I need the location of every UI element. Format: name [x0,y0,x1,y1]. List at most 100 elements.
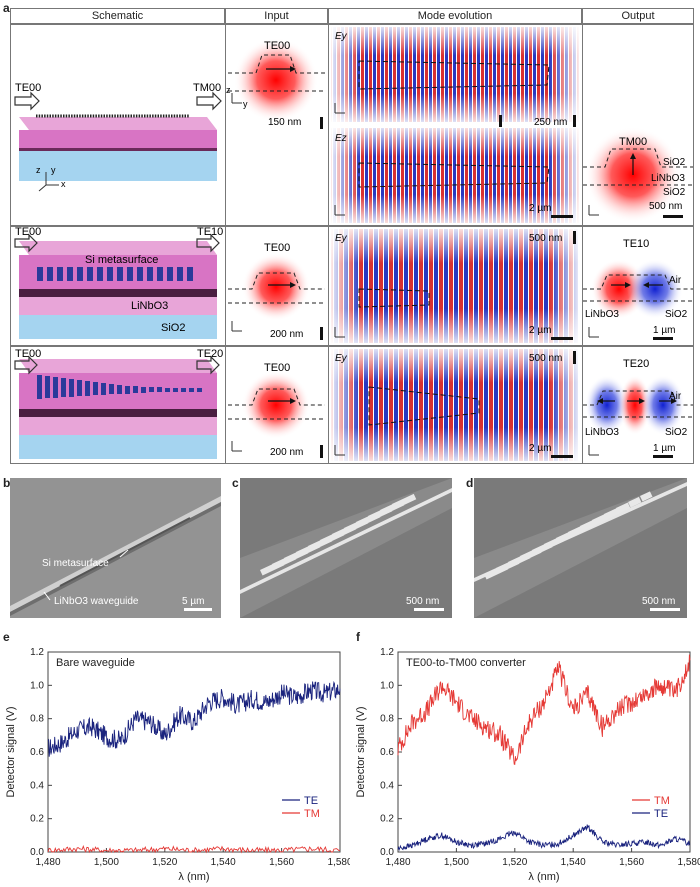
row3-mode-evolution: Ey 500 nm 2 µm [331,349,579,461]
row2-out-arrow-icon [196,233,220,253]
sem-c-scale: 500 nm [406,596,439,607]
row3-schematic: TE00 TE20 [14,348,223,459]
row1-input-scale: 150 nm [268,117,301,128]
x-tick-label: 1,540 [561,857,586,868]
row3-mode-scale-v: 500 nm [529,353,562,364]
row1-ez-label: Ez [335,133,347,144]
legend-label-te: TE [304,795,318,807]
x-tick-label: 1,540 [211,857,236,868]
row2-output-scale: 1 µm [653,325,675,336]
header-output: Output [621,10,655,22]
y-tick-label: 0.2 [30,814,44,825]
panel-label-f: f [356,630,360,644]
row1-mode-scale2: 2 µm [529,203,551,214]
row2-mode-scale-h: 2 µm [529,325,551,336]
row3-air: Air [669,391,682,402]
x-tick-label: 1,480 [385,857,410,868]
row2-input-scale: 200 nm [270,329,303,340]
row3-input: TE00 200 nm [228,362,325,458]
y-tick-label: 0.8 [380,714,394,725]
sem-b-wg-label: LiNbO3 waveguide [54,596,139,607]
row2-schematic: TE00 TE10 Si metasurface LiNbO3 SiO2 [14,227,223,339]
y-tick-label: 0.4 [380,780,394,791]
row1-out-arrow-icon [196,91,222,111]
row1-input-mode: TE00 [264,40,290,52]
chart-annotation: TE00-to-TM00 converter [406,657,526,669]
metasurface-bars [37,267,193,281]
svg-text:y: y [51,165,56,175]
row2-mode-scale-v: 500 nm [529,233,562,244]
sem-b-scale: 5 µm [182,596,204,607]
row3-ey-label: Ey [335,353,348,364]
row2-te-out-label: TE10 [197,227,223,238]
row3-te-in-label: TE00 [15,348,41,360]
x-axis-label: λ (nm) [178,871,209,883]
x-tick-label: 1,520 [152,857,177,868]
panel-label-d: d [466,476,474,490]
panel-label-e: e [3,630,10,644]
panel-a-header-schematic: Schematic [10,8,225,24]
panel-label-c: c [232,476,239,490]
chart-annotation: Bare waveguide [56,657,135,669]
panel-label-a: a [3,1,10,15]
row2-output: TE10 Air LiNbO3 SiO2 1 µm [583,238,693,340]
row2-in-arrow-icon [14,233,38,253]
x-tick-label: 1,560 [619,857,644,868]
row1-output-scale: 500 nm [649,201,682,212]
y-tick-label: 0.6 [380,747,394,758]
row1-sio2-top: SiO2 [663,157,686,168]
row3-out-linbo3: LiNbO3 [585,427,619,438]
plot-frame [397,651,691,853]
x-tick-label: 1,580 [677,857,700,868]
row3-in-arrow-icon [14,355,38,375]
row1-linbo3: LiNbO3 [651,173,685,184]
y-tick-label: 0.8 [30,714,44,725]
y-tick-label: 1.0 [30,680,44,691]
y-tick-label: 1.2 [30,647,44,658]
tapered-metasurface-bars [37,375,202,399]
row1-output-mode: TM00 [619,136,647,148]
chart-e: 1,480 1,500 1,520 1,540 1,560 1,580 0.0 0.2 0.4 0… [5,647,350,883]
row2-input-mode: TE00 [264,242,290,254]
row3-mode-scale-h: 2 µm [529,443,551,454]
row2-out-sio2: SiO2 [665,309,688,320]
row1-sio2-bottom: SiO2 [663,187,686,198]
panel-label-b: b [3,476,11,490]
row3-output-mode: TE20 [623,358,649,370]
header-mode-evolution: Mode evolution [417,10,493,22]
y-tick-label: 0.2 [380,814,394,825]
col-divider-1 [225,24,226,464]
row2-out-linbo3: LiNbO3 [585,309,619,320]
y-axis-label: Detector signal (V) [355,706,367,797]
x-tick-label: 1,480 [35,857,60,868]
row1-te-in-label: TE00 [15,82,41,94]
sem-d: 500 nm [474,478,687,618]
y-tick-label: 0.0 [30,847,44,858]
y-tick-label: 1.2 [380,647,394,658]
svg-text:x: x [61,179,66,189]
series-line-tm [397,654,691,766]
row1-mode-evolution: Ey 250 nm Ez 2 µm [331,27,579,223]
svg-text:z: z [36,165,41,175]
row2-mode-evolution: Ey 500 nm 2 µm [331,229,579,343]
panel-a-header-output: Output [582,8,694,24]
row1-schematic: TE00 TM00 z y x [14,82,222,192]
row3-output: TE20 Air LiNbO3 SiO2 1 µm [583,358,693,458]
sem-b: Si metasurface LiNbO3 waveguide 5 µm [10,478,221,618]
y-axis-label: Detector signal (V) [5,706,17,797]
row2-ey-label: Ey [335,233,348,244]
y-tick-label: 0.0 [380,847,394,858]
x-tick-label: 1,500 [94,857,119,868]
row2-air: Air [669,275,682,286]
row3-out-arrow-icon [196,355,220,375]
series-line-te [397,824,691,852]
row3-te-out-label: TE20 [197,348,223,360]
row1-input: TE00 z y 150 nm [226,38,325,129]
x-tick-label: 1,500 [444,857,469,868]
row2-frame [10,226,694,346]
x-tick-label: 1,580 [327,857,350,868]
row1-mode-scale1: 250 nm [534,117,567,128]
row3-frame [10,346,694,464]
row2-linbo3-label: LiNbO3 [131,300,168,312]
col-divider-3 [582,24,583,464]
